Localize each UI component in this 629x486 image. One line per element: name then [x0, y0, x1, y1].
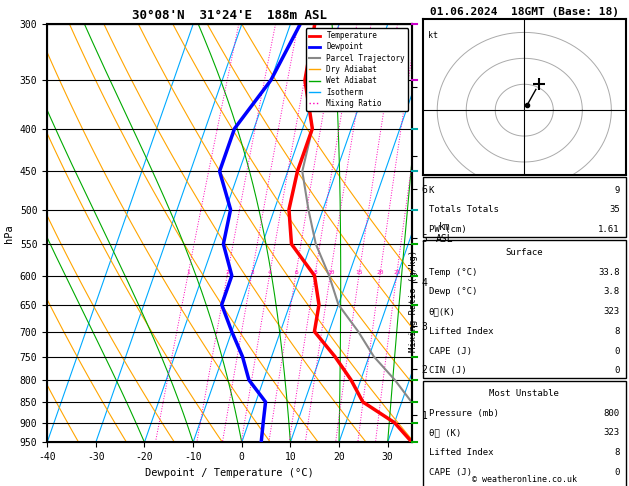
Text: 2: 2 — [226, 270, 230, 275]
Legend: Temperature, Dewpoint, Parcel Trajectory, Dry Adiabat, Wet Adiabat, Isotherm, Mi: Temperature, Dewpoint, Parcel Trajectory… — [306, 28, 408, 111]
Text: 15: 15 — [355, 270, 363, 275]
Title: 30°08'N  31°24'E  188m ASL: 30°08'N 31°24'E 188m ASL — [132, 9, 327, 22]
Text: 3.8: 3.8 — [604, 287, 620, 296]
Text: 3: 3 — [250, 270, 254, 275]
Text: 800: 800 — [604, 409, 620, 417]
Text: CIN (J): CIN (J) — [429, 366, 467, 375]
Y-axis label: km
ASL: km ASL — [435, 223, 453, 244]
Text: 323: 323 — [604, 429, 620, 437]
Text: 8: 8 — [615, 448, 620, 457]
Text: CAPE (J): CAPE (J) — [429, 347, 472, 356]
Text: 0: 0 — [615, 366, 620, 375]
Y-axis label: hPa: hPa — [4, 224, 14, 243]
Text: 9: 9 — [615, 186, 620, 195]
Text: 8: 8 — [313, 270, 317, 275]
Text: Pressure (mb): Pressure (mb) — [429, 409, 499, 417]
X-axis label: Dewpoint / Temperature (°C): Dewpoint / Temperature (°C) — [145, 468, 314, 478]
Text: kt: kt — [428, 31, 438, 39]
Text: 1.61: 1.61 — [598, 225, 620, 234]
Text: θᴇ (K): θᴇ (K) — [429, 429, 461, 437]
Text: 35: 35 — [609, 206, 620, 214]
Text: 323: 323 — [604, 307, 620, 316]
Text: Temp (°C): Temp (°C) — [429, 268, 477, 277]
Text: CAPE (J): CAPE (J) — [429, 468, 472, 477]
Text: 20: 20 — [377, 270, 384, 275]
Text: 8: 8 — [615, 327, 620, 336]
Text: 4: 4 — [268, 270, 272, 275]
Text: PW (cm): PW (cm) — [429, 225, 467, 234]
Text: Dewp (°C): Dewp (°C) — [429, 287, 477, 296]
Text: 6: 6 — [294, 270, 298, 275]
Text: 25: 25 — [393, 270, 401, 275]
Text: © weatheronline.co.uk: © weatheronline.co.uk — [472, 474, 577, 484]
Text: 33.8: 33.8 — [598, 268, 620, 277]
Text: 0: 0 — [615, 468, 620, 477]
Text: K: K — [429, 186, 434, 195]
Text: Most Unstable: Most Unstable — [489, 389, 559, 398]
Text: Surface: Surface — [506, 248, 543, 257]
Text: Mixing Ratio (g/kg): Mixing Ratio (g/kg) — [409, 250, 418, 352]
Text: Lifted Index: Lifted Index — [429, 448, 493, 457]
Text: 1: 1 — [187, 270, 190, 275]
Text: Totals Totals: Totals Totals — [429, 206, 499, 214]
Text: θᴇ(K): θᴇ(K) — [429, 307, 455, 316]
Text: Lifted Index: Lifted Index — [429, 327, 493, 336]
Text: 01.06.2024  18GMT (Base: 18): 01.06.2024 18GMT (Base: 18) — [430, 7, 619, 17]
Text: 0: 0 — [615, 347, 620, 356]
Text: 10: 10 — [327, 270, 335, 275]
